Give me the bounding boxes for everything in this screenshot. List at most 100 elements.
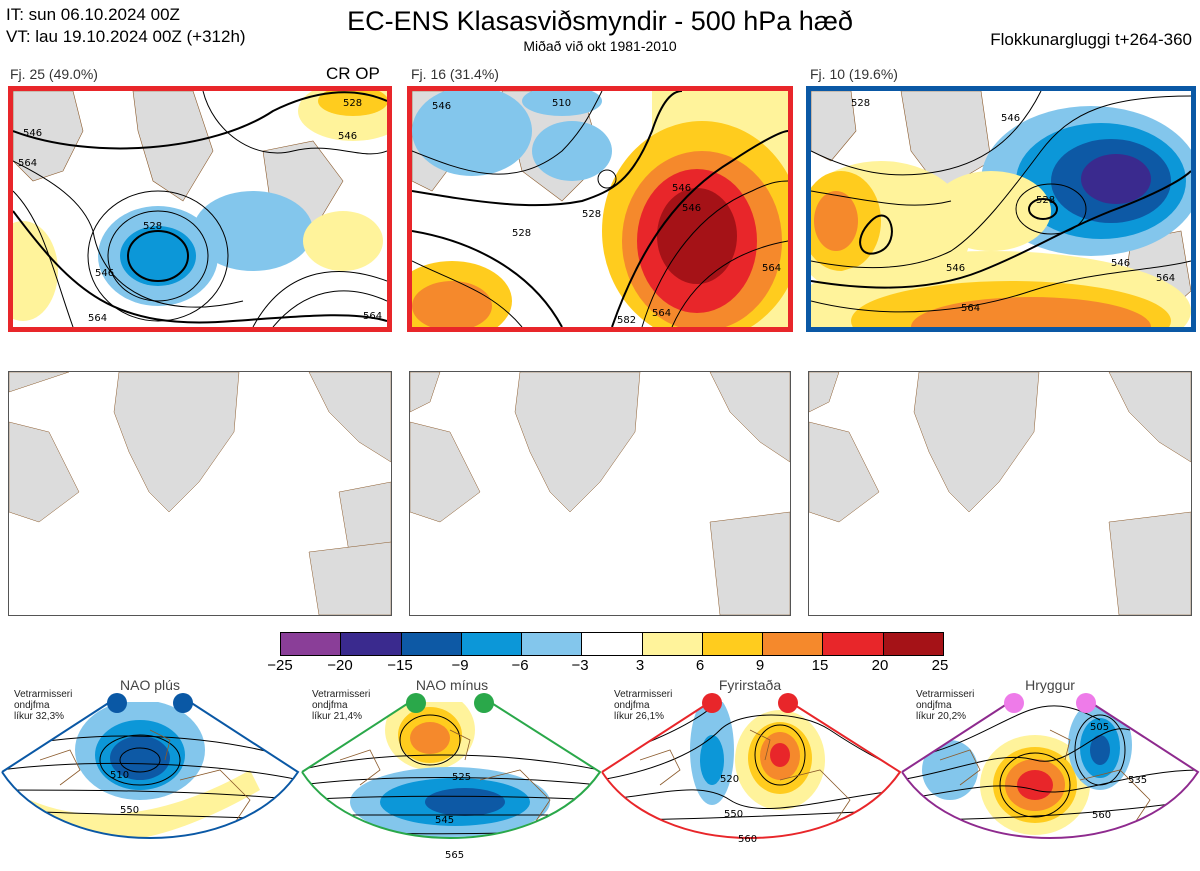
empty-map-1 [8, 371, 392, 616]
colorbar-tick: −25 [267, 657, 293, 674]
contour-label: 564 [762, 263, 781, 274]
contour-label: 582 [617, 315, 636, 326]
regime-4-dot [1004, 693, 1024, 713]
contour-label: 564 [363, 311, 382, 322]
regime-1-note: Vetrarmisseri ondjfma líkur 32,3% [14, 689, 73, 722]
colorbar-tick: −3 [571, 657, 589, 674]
contour-label: 546 [432, 101, 451, 112]
height-contours [13, 91, 387, 327]
colorbar-tick: −20 [327, 657, 353, 674]
regime-4-map: 505 535 560 [901, 693, 1200, 839]
regime-1-title: NAO plús [120, 677, 180, 693]
contour-label: 564 [652, 308, 671, 319]
colorbar-tick: 6 [695, 657, 705, 674]
contour-label: 546 [946, 263, 965, 274]
valid-time: VT: lau 19.10.2024 00Z (+312h) [6, 27, 246, 46]
regime-3-dot [778, 693, 798, 713]
contour-label: 528 [851, 98, 870, 109]
height-contours [811, 91, 1191, 313]
colorbar-swatch [882, 633, 943, 655]
regime-2-dot [474, 693, 494, 713]
contour-label: 546 [672, 183, 691, 194]
regime-2-dot [406, 693, 426, 713]
colorbar-swatch [701, 633, 763, 655]
empty-map-2 [409, 371, 791, 616]
contour-label: 528 [343, 98, 362, 109]
regime-1-map: 510 550 [1, 693, 300, 839]
colorbar-swatch [822, 633, 883, 655]
contour-label: 564 [1156, 273, 1175, 284]
regime-3-note: Vetrarmisseri ondjfma líkur 26,1% [614, 689, 673, 722]
colorbar-tick: 20 [871, 657, 889, 674]
regime-4-note: Vetrarmisseri ondjfma líkur 20,2% [916, 689, 975, 722]
page-subtitle: Miðað við okt 1981-2010 [523, 38, 677, 54]
regime-2-title: NAO mínus [415, 677, 489, 693]
classification-window: Flokkunargluggi t+264-360 [990, 30, 1192, 49]
height-contours [412, 91, 788, 327]
contour-label: 510 [552, 98, 571, 109]
contour-label: 546 [95, 268, 114, 279]
contour-label: 560 [738, 834, 757, 845]
contour-label: 525 [452, 772, 471, 783]
colorbar-swatch [400, 633, 461, 655]
contour-label: 546 [338, 131, 357, 142]
colorbar-swatch [641, 633, 702, 655]
contour-label: 564 [88, 313, 107, 324]
contour-label: 546 [682, 203, 701, 214]
contour-label: 528 [512, 228, 531, 239]
colorbar [280, 632, 944, 656]
colorbar-swatch [581, 633, 642, 655]
contour-label: 565 [445, 850, 464, 861]
colorbar-tick: −15 [387, 657, 413, 674]
header-times: IT: sun 06.10.2024 00Z VT: lau 19.10.202… [6, 4, 246, 48]
cluster-2-label: Fj. 16 (31.4%) [411, 66, 499, 82]
init-time: IT: sun 06.10.2024 00Z [6, 5, 180, 24]
colorbar-swatch [762, 633, 823, 655]
regime-3-map: 520 550 560 [601, 693, 902, 845]
colorbar-tick: 15 [811, 657, 829, 674]
contour-label: 564 [18, 158, 37, 169]
regime-2-map: 525 545 565 [301, 693, 602, 861]
regime-3-dot [702, 693, 722, 713]
contour-label: 545 [435, 815, 454, 826]
contour-label: 564 [961, 303, 980, 314]
contour-label: 528 [582, 209, 601, 220]
contour-label: 528 [143, 221, 162, 232]
regime-1-dot [173, 693, 193, 713]
regime-3-title: Fyrirstaða [718, 677, 782, 693]
contour-label: 546 [1111, 258, 1130, 269]
cluster-1-label: Fj. 25 (49.0%) [10, 66, 98, 82]
colorbar-tick: −9 [451, 657, 469, 674]
contour-label: 535 [1128, 775, 1147, 786]
contour-label: 550 [120, 805, 139, 816]
contour-label: 546 [23, 128, 42, 139]
contour-label: 528 [1036, 195, 1055, 206]
contour-label: 546 [1001, 113, 1020, 124]
cluster-2-map: 546 528 510 528 546 546 564 582 564 [407, 86, 793, 332]
contour-label: 550 [724, 809, 743, 820]
contour-label: 560 [1092, 810, 1111, 821]
regime-1-dot [107, 693, 127, 713]
colorbar-swatch [521, 633, 582, 655]
cluster-3-label: Fj. 10 (19.6%) [810, 66, 898, 82]
anomaly-shading [811, 106, 1191, 327]
regime-4-title: Hryggur [1025, 677, 1075, 693]
colorbar-swatch [281, 633, 341, 655]
cluster-3-map: 528 546 528 546 564 546 564 [806, 86, 1196, 332]
contour-label: 520 [720, 774, 739, 785]
colorbar-tick: 9 [755, 657, 765, 674]
cluster-1-map: 528 546 564 546 564 528 546 564 [8, 86, 392, 332]
colorbar-tick: 3 [635, 657, 645, 674]
regime-4-dot [1076, 693, 1096, 713]
cluster-1-tag: CR OP [326, 64, 380, 83]
regime-2-note: Vetrarmisseri ondjfma líkur 21,4% [312, 689, 371, 722]
colorbar-swatch [340, 633, 401, 655]
contour-label: 505 [1090, 722, 1109, 733]
colorbar-tick: 25 [931, 657, 949, 674]
page-title: EC-ENS Klasasviðsmyndir - 500 hPa hæð [347, 6, 853, 36]
contour-label: 510 [110, 770, 129, 781]
colorbar-swatch [460, 633, 522, 655]
anomaly-shading [13, 91, 387, 321]
colorbar-tick: −6 [511, 657, 529, 674]
empty-map-3 [808, 371, 1192, 616]
